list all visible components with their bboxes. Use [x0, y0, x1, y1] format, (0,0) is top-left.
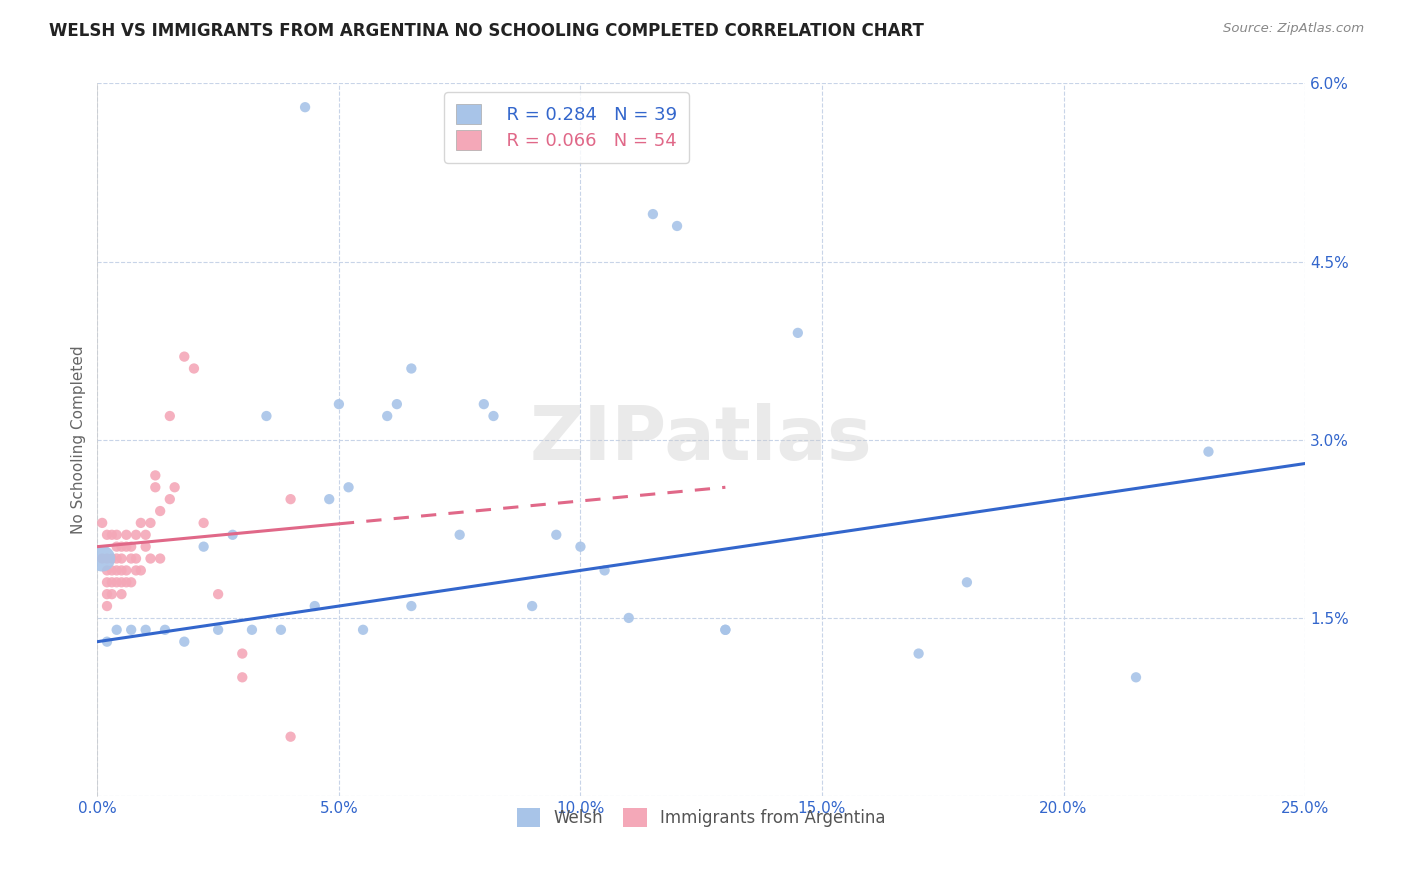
Point	[96, 599, 118, 613]
Point	[105, 540, 128, 554]
Point	[385, 397, 408, 411]
Point	[110, 587, 132, 601]
Point	[91, 551, 114, 566]
Point	[120, 540, 142, 554]
Point	[472, 397, 495, 411]
Point	[1125, 670, 1147, 684]
Point	[125, 551, 148, 566]
Point	[714, 623, 737, 637]
Point	[110, 563, 132, 577]
Point	[105, 551, 128, 566]
Point	[110, 551, 132, 566]
Point	[125, 528, 148, 542]
Point	[280, 492, 302, 507]
Point	[193, 540, 215, 554]
Point	[139, 551, 162, 566]
Point	[105, 563, 128, 577]
Point	[135, 623, 157, 637]
Point	[1198, 444, 1220, 458]
Point	[101, 575, 124, 590]
Point	[135, 540, 157, 554]
Point	[294, 100, 316, 114]
Point	[143, 480, 166, 494]
Point	[641, 207, 664, 221]
Point	[304, 599, 326, 613]
Point	[115, 563, 138, 577]
Point	[207, 623, 229, 637]
Point	[173, 350, 195, 364]
Point	[318, 492, 340, 507]
Point	[105, 575, 128, 590]
Point	[96, 634, 118, 648]
Point	[907, 647, 929, 661]
Point	[231, 670, 253, 684]
Point	[337, 480, 360, 494]
Point	[666, 219, 689, 233]
Point	[101, 587, 124, 601]
Point	[280, 730, 302, 744]
Y-axis label: No Schooling Completed: No Schooling Completed	[72, 345, 86, 534]
Point	[231, 647, 253, 661]
Point	[96, 551, 118, 566]
Point	[352, 623, 374, 637]
Point	[159, 409, 181, 423]
Point	[129, 563, 152, 577]
Point	[153, 623, 176, 637]
Point	[91, 551, 114, 566]
Point	[714, 623, 737, 637]
Point	[569, 540, 592, 554]
Point	[254, 409, 277, 423]
Point	[956, 575, 979, 590]
Point	[270, 623, 292, 637]
Point	[193, 516, 215, 530]
Point	[120, 575, 142, 590]
Point	[120, 551, 142, 566]
Point	[143, 468, 166, 483]
Point	[786, 326, 808, 340]
Point	[617, 611, 640, 625]
Point	[173, 634, 195, 648]
Point	[129, 516, 152, 530]
Point	[221, 528, 243, 542]
Point	[115, 575, 138, 590]
Point	[101, 551, 124, 566]
Point	[110, 575, 132, 590]
Point	[115, 528, 138, 542]
Point	[240, 623, 263, 637]
Point	[520, 599, 543, 613]
Point	[96, 563, 118, 577]
Legend: Welsh, Immigrants from Argentina: Welsh, Immigrants from Argentina	[510, 802, 893, 834]
Point	[449, 528, 471, 542]
Point	[401, 361, 423, 376]
Point	[96, 575, 118, 590]
Point	[105, 623, 128, 637]
Point	[135, 528, 157, 542]
Point	[149, 551, 172, 566]
Point	[110, 540, 132, 554]
Point	[120, 623, 142, 637]
Point	[96, 528, 118, 542]
Point	[183, 361, 205, 376]
Point	[163, 480, 186, 494]
Text: WELSH VS IMMIGRANTS FROM ARGENTINA NO SCHOOLING COMPLETED CORRELATION CHART: WELSH VS IMMIGRANTS FROM ARGENTINA NO SC…	[49, 22, 924, 40]
Point	[482, 409, 505, 423]
Point	[328, 397, 350, 411]
Point	[593, 563, 616, 577]
Point	[159, 492, 181, 507]
Point	[149, 504, 172, 518]
Point	[91, 516, 114, 530]
Point	[96, 587, 118, 601]
Point	[101, 563, 124, 577]
Text: ZIPatlas: ZIPatlas	[530, 403, 873, 476]
Point	[115, 540, 138, 554]
Point	[105, 528, 128, 542]
Point	[546, 528, 568, 542]
Text: Source: ZipAtlas.com: Source: ZipAtlas.com	[1223, 22, 1364, 36]
Point	[139, 516, 162, 530]
Point	[375, 409, 398, 423]
Point	[101, 528, 124, 542]
Point	[401, 599, 423, 613]
Point	[125, 563, 148, 577]
Point	[207, 587, 229, 601]
